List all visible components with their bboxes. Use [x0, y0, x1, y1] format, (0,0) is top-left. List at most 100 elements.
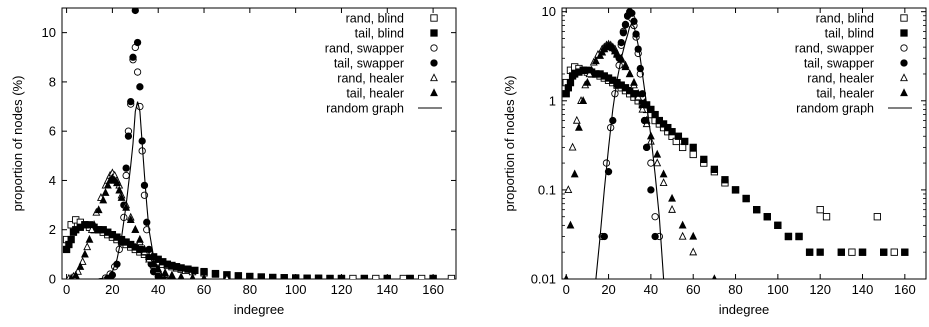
series-line [98, 101, 173, 279]
data-point [742, 194, 750, 203]
data-point [700, 155, 708, 164]
data-point [149, 259, 158, 268]
legend-label: rand, swapper [795, 42, 874, 56]
series-tail-healer [68, 173, 207, 279]
x-tick-label: 40 [644, 282, 658, 297]
data-point [246, 272, 254, 279]
data-point [636, 64, 644, 73]
data-point [901, 248, 909, 256]
data-point [630, 77, 638, 86]
data-point [189, 273, 196, 279]
x-tick-label: 100 [767, 282, 789, 297]
legend-marker [900, 29, 908, 37]
data-point [108, 271, 117, 279]
data-point [564, 185, 573, 194]
data-point [721, 176, 729, 184]
data-point [383, 274, 391, 279]
legend-label: tail, healer [816, 87, 874, 101]
data-point [638, 100, 647, 109]
legend-label: tail, healer [346, 87, 404, 101]
chart-panel-1: 0 20 40 60 80 100 120 140 160 0 2 4 6 8 10 indegree prop… [10, 7, 457, 317]
data-point [579, 96, 588, 104]
data-point [562, 90, 570, 98]
data-point [80, 249, 89, 258]
y-tick-label: 2 [49, 222, 56, 237]
data-point [292, 274, 300, 279]
data-point [651, 110, 659, 119]
legend-marker [430, 88, 438, 97]
data-point [763, 213, 771, 221]
data-point [71, 270, 80, 279]
series-line [595, 23, 665, 279]
data-point [816, 206, 824, 214]
data-point [628, 9, 636, 17]
data-point [140, 244, 149, 253]
data-point [837, 248, 845, 256]
legend-label: rand, blind [346, 12, 404, 26]
plot-frame [561, 7, 927, 280]
data-point [822, 213, 831, 221]
data-point [126, 215, 135, 224]
legend-marker [900, 73, 908, 82]
y-tick-label: 0.01 [531, 272, 556, 287]
y-tick-label: 8 [49, 74, 56, 89]
legend-label: rand, swapper [325, 42, 404, 56]
data-point [76, 261, 85, 270]
data-point [122, 171, 130, 180]
data-point [873, 213, 881, 221]
data-point [621, 20, 630, 29]
plot-area [62, 8, 456, 279]
data-point [643, 143, 651, 152]
data-point [795, 232, 803, 241]
data-point [161, 268, 170, 276]
data-point [136, 83, 144, 91]
x-tick-label: 160 [422, 282, 444, 297]
data-point [575, 122, 583, 131]
y-tick-label: 1 [549, 93, 556, 108]
data-point [224, 274, 230, 279]
data-point [678, 220, 687, 229]
data-point [613, 49, 621, 58]
data-point [67, 221, 75, 229]
data-point [621, 62, 630, 71]
x-tick-label: 120 [331, 282, 353, 297]
legend-label: rand, blind [816, 12, 874, 26]
y-tick-label: 4 [49, 173, 56, 188]
legend-label: tail, swapper [804, 57, 874, 71]
legend-marker [900, 88, 908, 97]
data-point [625, 69, 634, 78]
data-point [848, 248, 856, 256]
plot-area [562, 8, 909, 279]
data-point [566, 78, 575, 87]
data-point [399, 274, 407, 279]
data-point [653, 149, 662, 158]
data-point [583, 77, 592, 86]
data-point [678, 231, 687, 240]
x-tick-label: 140 [376, 282, 398, 297]
data-point [678, 143, 687, 152]
data-point [659, 178, 668, 186]
y-tick-label: 6 [49, 124, 56, 139]
legend-marker [430, 14, 438, 22]
data-point [585, 69, 594, 78]
data-point [664, 123, 672, 132]
data-point [668, 193, 676, 202]
y-tick-label: 10 [42, 25, 56, 40]
data-point [816, 248, 824, 256]
legend-marker [430, 73, 438, 82]
legend-marker [900, 59, 908, 67]
legend-label: tail, swapper [334, 57, 404, 71]
data-point [360, 274, 369, 279]
data-point [87, 225, 96, 233]
data-point [619, 29, 628, 37]
data-point [191, 266, 199, 275]
data-point [653, 158, 662, 167]
data-point [587, 65, 596, 74]
x-tick-label: 20 [105, 282, 119, 297]
data-point [103, 180, 112, 189]
x-tick-label: 40 [151, 282, 165, 297]
data-point [674, 132, 683, 140]
